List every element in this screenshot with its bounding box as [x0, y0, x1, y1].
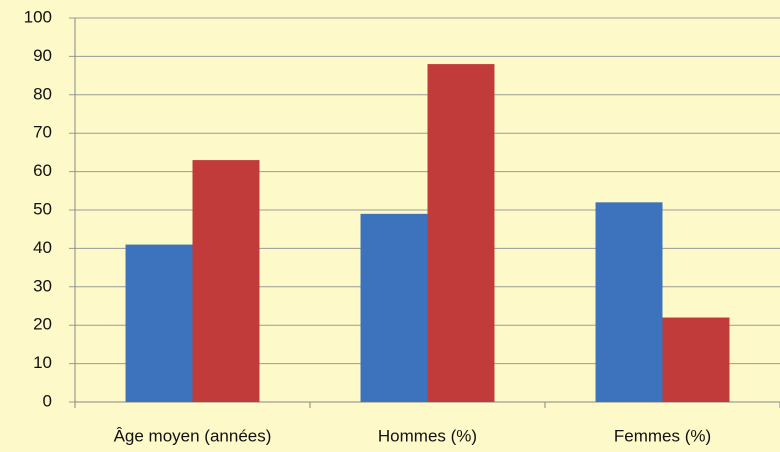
bar [662, 317, 730, 402]
y-tick-label: 60 [33, 161, 52, 180]
y-tick-label: 50 [33, 199, 52, 218]
y-tick-label: 40 [33, 238, 52, 257]
bar [125, 244, 193, 402]
y-tick-label: 20 [33, 315, 52, 334]
y-tick-label: 100 [24, 7, 52, 26]
x-tick-label: Hommes (%) [378, 426, 477, 445]
x-tick-label: Femmes (%) [614, 426, 711, 445]
bar [595, 202, 663, 402]
y-tick-label: 90 [33, 46, 52, 65]
x-tick-label: Âge moyen (années) [114, 426, 272, 445]
y-tick-label: 0 [43, 391, 52, 410]
bar [192, 160, 260, 402]
y-tick-label: 10 [33, 353, 52, 372]
y-tick-label: 30 [33, 276, 52, 295]
bar [360, 213, 428, 402]
y-tick-label: 70 [33, 123, 52, 142]
bar [427, 64, 495, 402]
y-tick-label: 80 [33, 84, 52, 103]
